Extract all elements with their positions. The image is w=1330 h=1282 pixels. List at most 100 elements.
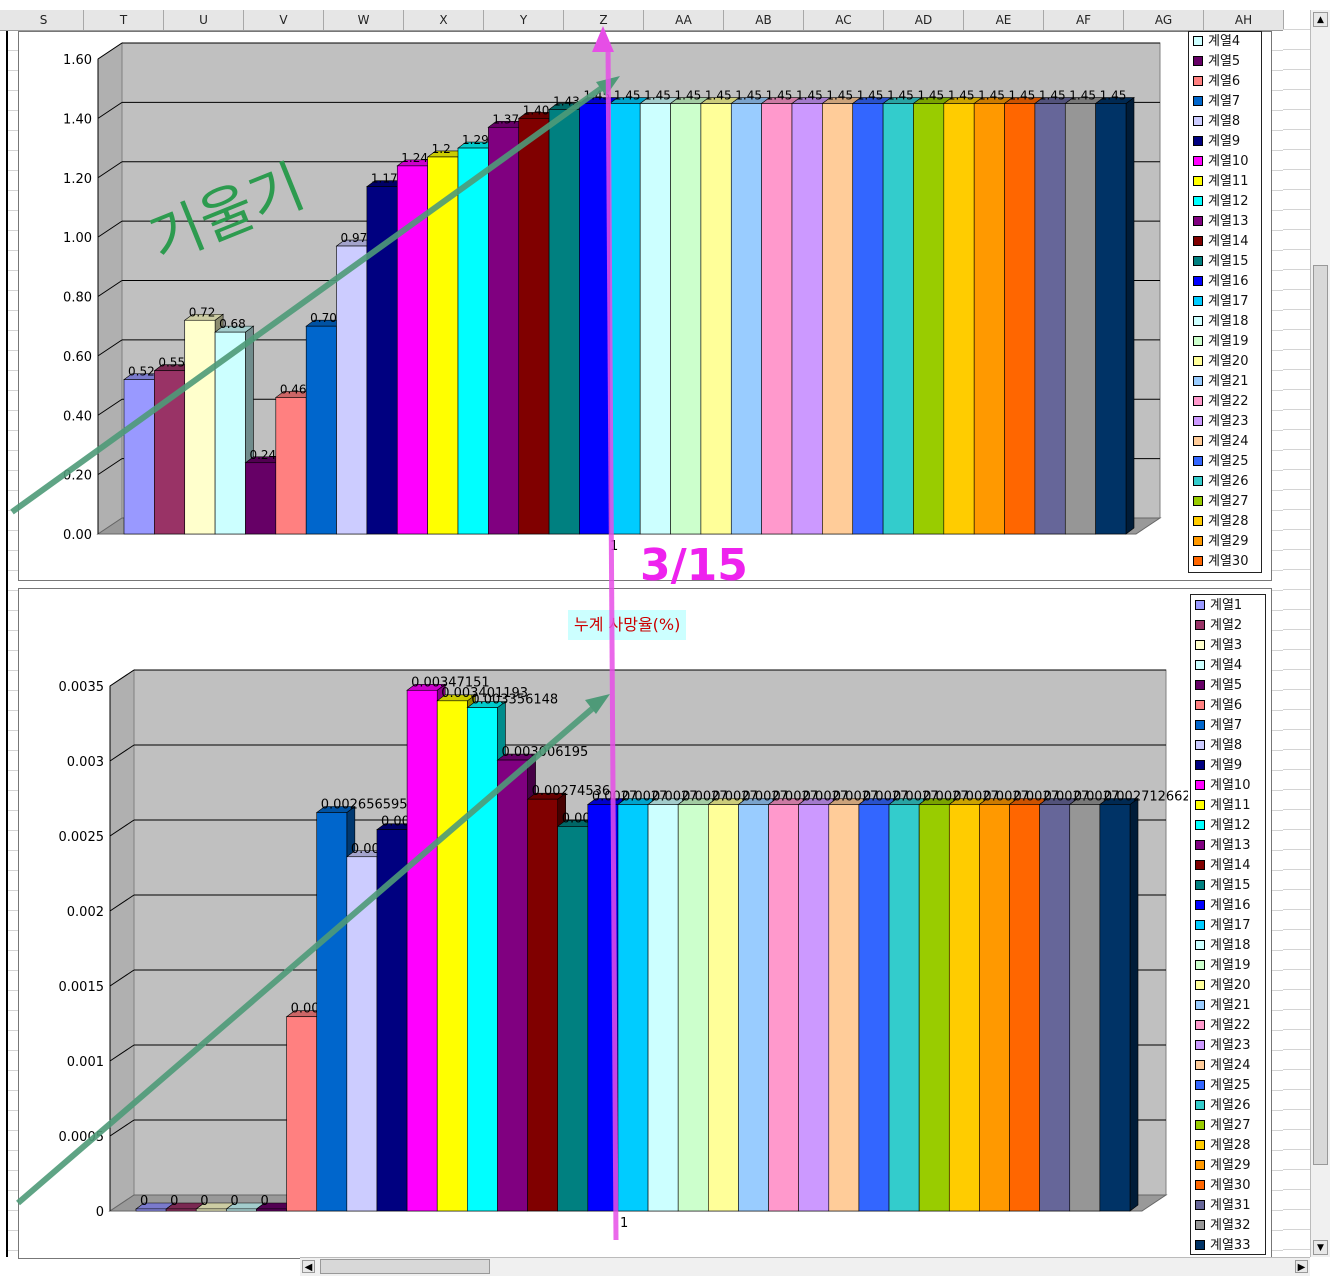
legend-top[interactable]: 계열4 계열5 계열6 계열7 계열8 계열9 계열10 계열11 계열12 계열13 계열14 계열… xyxy=(1188,31,1262,573)
legend-item[interactable]: 계열24 xyxy=(1193,432,1248,452)
legend-item[interactable]: 계열7 xyxy=(1195,716,1242,736)
legend-item[interactable]: 계열9 xyxy=(1193,132,1240,152)
legend-item[interactable]: 계열4 xyxy=(1195,656,1242,676)
legend-item[interactable]: 계열5 xyxy=(1195,676,1242,696)
legend-swatch xyxy=(1195,979,1205,990)
legend-item[interactable]: 계열17 xyxy=(1193,292,1248,312)
legend-swatch xyxy=(1193,195,1203,206)
legend-item[interactable]: 계열17 xyxy=(1195,916,1250,936)
bar-front xyxy=(730,103,762,535)
column-header-y[interactable]: Y xyxy=(484,10,564,30)
legend-item[interactable]: 계열31 xyxy=(1195,1196,1250,1216)
legend-item[interactable]: 계열10 xyxy=(1195,776,1250,796)
legend-item[interactable]: 계열26 xyxy=(1195,1096,1250,1116)
legend-item[interactable]: 계열11 xyxy=(1195,796,1250,816)
legend-item[interactable]: 계열22 xyxy=(1193,392,1248,412)
scroll-right-button[interactable]: ▶ xyxy=(1295,1260,1308,1273)
vertical-scroll-thumb[interactable] xyxy=(1313,265,1328,1165)
legend-item[interactable]: 계열32 xyxy=(1195,1216,1250,1236)
scroll-down-button[interactable]: ▼ xyxy=(1313,1240,1328,1255)
legend-item[interactable]: 계열28 xyxy=(1193,512,1248,532)
legend-item[interactable]: 계열18 xyxy=(1195,936,1250,956)
legend-bottom[interactable]: 계열1 계열2 계열3 계열4 계열5 계열6 계열7 계열8 계열9 계열10 계열11 계열12 계… xyxy=(1190,594,1266,1255)
legend-item[interactable]: 계열2 xyxy=(1195,616,1242,636)
legend-item[interactable]: 계열7 xyxy=(1193,92,1240,112)
legend-label: 계열8 xyxy=(1210,738,1243,753)
legend-item[interactable]: 계열21 xyxy=(1195,996,1250,1016)
legend-item[interactable]: 계열27 xyxy=(1195,1116,1250,1136)
legend-item[interactable]: 계열28 xyxy=(1195,1136,1250,1156)
legend-item[interactable]: 계열6 xyxy=(1193,72,1240,92)
column-header-v[interactable]: V xyxy=(244,10,324,30)
legend-item[interactable]: 계열8 xyxy=(1195,736,1242,756)
column-header-aa[interactable]: AA xyxy=(644,10,724,30)
column-header-ag[interactable]: AG xyxy=(1124,10,1204,30)
legend-item[interactable]: 계열29 xyxy=(1195,1156,1250,1176)
legend-item[interactable]: 계열4 xyxy=(1193,32,1240,52)
column-header-ae[interactable]: AE xyxy=(964,10,1044,30)
scroll-up-button[interactable]: ▲ xyxy=(1313,12,1328,27)
legend-item[interactable]: 계열3 xyxy=(1195,636,1242,656)
column-header-ac[interactable]: AC xyxy=(804,10,884,30)
legend-item[interactable]: 계열5 xyxy=(1193,52,1240,72)
column-header-z[interactable]: Z xyxy=(564,10,644,30)
legend-item[interactable]: 계열15 xyxy=(1195,876,1250,896)
legend-item[interactable]: 계열23 xyxy=(1193,412,1248,432)
legend-item[interactable]: 계열13 xyxy=(1193,212,1248,232)
legend-item[interactable]: 계열16 xyxy=(1195,896,1250,916)
legend-item[interactable]: 계열14 xyxy=(1195,856,1250,876)
chart-top[interactable]: 0.00 0.20 0.40 0.60 0.80 1.00 1.20 1.40 1.60 0.52… xyxy=(18,31,1168,579)
bar-front xyxy=(609,103,641,535)
legend-item[interactable]: 계열24 xyxy=(1195,1056,1250,1076)
bar-front xyxy=(256,1208,287,1212)
legend-item[interactable]: 계열26 xyxy=(1193,472,1248,492)
column-header-ah[interactable]: AH xyxy=(1204,10,1284,30)
legend-item[interactable]: 계열15 xyxy=(1193,252,1248,272)
column-header-af[interactable]: AF xyxy=(1044,10,1124,30)
legend-item[interactable]: 계열20 xyxy=(1193,352,1248,372)
legend-item[interactable]: 계열9 xyxy=(1195,756,1242,776)
legend-item[interactable]: 계열14 xyxy=(1193,232,1248,252)
column-header-ab[interactable]: AB xyxy=(724,10,804,30)
legend-swatch xyxy=(1193,215,1203,226)
legend-item[interactable]: 계열27 xyxy=(1193,492,1248,512)
legend-item[interactable]: 계열8 xyxy=(1193,112,1240,132)
legend-item[interactable]: 계열11 xyxy=(1193,172,1248,192)
legend-item[interactable]: 계열20 xyxy=(1195,976,1250,996)
legend-item[interactable]: 계열10 xyxy=(1193,152,1248,172)
horizontal-scrollbar[interactable]: ◀ ▶ xyxy=(300,1257,1310,1276)
scroll-left-button[interactable]: ◀ xyxy=(302,1260,315,1273)
legend-item[interactable]: 계열33 xyxy=(1195,1236,1250,1256)
legend-item[interactable]: 계열30 xyxy=(1193,552,1248,572)
legend-item[interactable]: 계열19 xyxy=(1195,956,1250,976)
legend-item[interactable]: 계열12 xyxy=(1195,816,1250,836)
column-header-u[interactable]: U xyxy=(164,10,244,30)
legend-item[interactable]: 계열12 xyxy=(1193,192,1248,212)
legend-item[interactable]: 계열1 xyxy=(1195,596,1242,616)
legend-item[interactable]: 계열23 xyxy=(1195,1036,1250,1056)
column-header-ad[interactable]: AD xyxy=(884,10,964,30)
legend-item[interactable]: 계열18 xyxy=(1193,312,1248,332)
column-header-s[interactable]: S xyxy=(4,10,84,30)
legend-item[interactable]: 계열19 xyxy=(1193,332,1248,352)
legend-label: 계열8 xyxy=(1208,114,1241,129)
legend-item[interactable]: 계열6 xyxy=(1195,696,1242,716)
legend-item[interactable]: 계열22 xyxy=(1195,1016,1250,1036)
legend-swatch xyxy=(1195,699,1205,710)
legend-swatch xyxy=(1193,435,1203,446)
legend-item[interactable]: 계열25 xyxy=(1195,1076,1250,1096)
column-header-x[interactable]: X xyxy=(404,10,484,30)
horizontal-scroll-thumb[interactable] xyxy=(320,1259,490,1274)
legend-swatch xyxy=(1193,355,1203,366)
data-label: 1.45 xyxy=(948,89,975,103)
legend-item[interactable]: 계열30 xyxy=(1195,1176,1250,1196)
chart-bottom[interactable]: 0 0.0005 0.001 0.0015 0.002 0.0025 0.003 0.0035… xyxy=(18,588,1188,1257)
legend-item[interactable]: 계열25 xyxy=(1193,452,1248,472)
legend-item[interactable]: 계열21 xyxy=(1193,372,1248,392)
legend-item[interactable]: 계열29 xyxy=(1193,532,1248,552)
column-header-t[interactable]: T xyxy=(84,10,164,30)
legend-item[interactable]: 계열13 xyxy=(1195,836,1250,856)
vertical-scrollbar[interactable]: ▲ ▼ xyxy=(1310,10,1330,1257)
column-header-w[interactable]: W xyxy=(324,10,404,30)
legend-item[interactable]: 계열16 xyxy=(1193,272,1248,292)
